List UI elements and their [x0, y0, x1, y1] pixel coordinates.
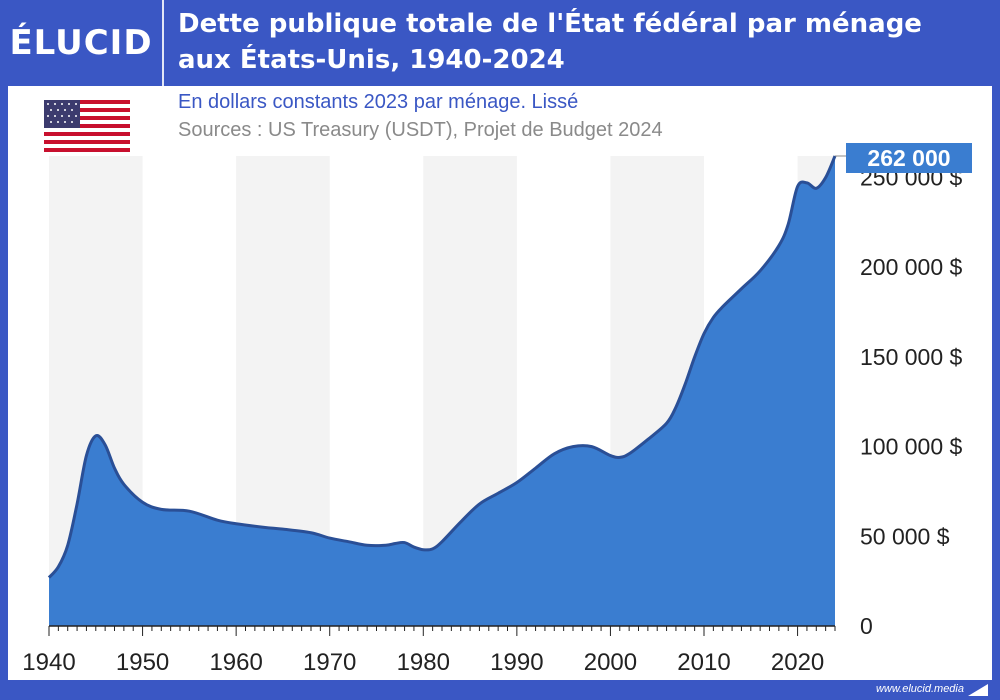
y-tick-label: 50 000 $: [860, 523, 950, 549]
chart-panel: En dollars constants 2023 par ménage. Li…: [8, 86, 992, 680]
y-tick-label: 0: [860, 613, 873, 639]
title-line-1: Dette publique totale de l'État fédéral …: [178, 9, 922, 39]
y-tick-label: 100 000 $: [860, 434, 963, 460]
x-tick-label: 2010: [677, 649, 730, 676]
y-tick-label: 200 000 $: [860, 254, 963, 280]
callout-box: [846, 143, 972, 173]
x-tick-label: 1940: [22, 649, 75, 676]
x-tick-label: 1970: [303, 649, 356, 676]
area-chart: 1940 1950 1960 1970 1980 1990 2000 2010 2020 0 50…: [22, 143, 972, 676]
x-tick-label: 1960: [209, 649, 262, 676]
chart-subtitle: En dollars constants 2023 par ménage. Li…: [178, 91, 579, 113]
chart-sources: Sources : US Treasury (USDT), Projet de …: [178, 119, 663, 141]
x-tick-label: 1950: [116, 649, 169, 676]
y-axis: 050 000 $100 000 $150 000 $200 000 $250 …: [860, 165, 963, 639]
title-line-2: aux États-Unis, 1940-2024: [178, 45, 565, 75]
value-callout: 262 000: [835, 143, 972, 173]
x-tick-label: 1990: [490, 649, 543, 676]
callout-label: 262 000: [867, 145, 950, 171]
footer-bar: [0, 680, 1000, 700]
footer-site[interactable]: www.elucid.media: [875, 683, 964, 695]
elucid-mark-icon: [968, 684, 988, 696]
y-tick-label: 150 000 $: [860, 344, 963, 370]
series-line: [47, 155, 837, 579]
x-axis: 1940 1950 1960 1970 1980 1990 2000 2010 2020: [22, 625, 836, 676]
header-divider: [162, 0, 164, 86]
us-flag-icon: [44, 100, 130, 152]
x-tick-label: 1980: [397, 649, 450, 676]
x-tick-label: 2020: [771, 649, 824, 676]
series-area: [49, 156, 835, 626]
header: ÉLUCID Dette publique totale de l'État f…: [0, 0, 1000, 86]
x-tick-label: 2000: [584, 649, 637, 676]
elucid-logo[interactable]: ÉLUCID: [9, 23, 153, 63]
chart-title: Dette publique totale de l'État fédéral …: [178, 6, 988, 78]
